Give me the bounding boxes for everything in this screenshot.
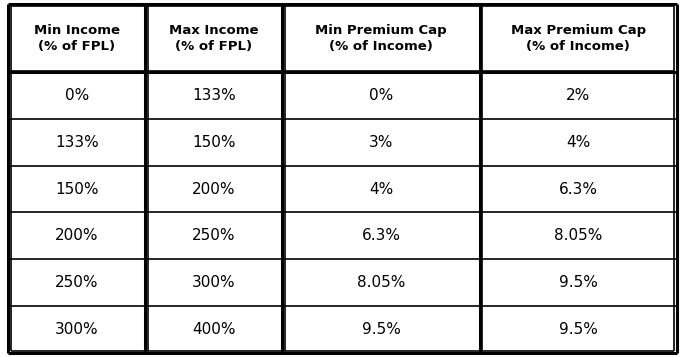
Text: 200%: 200% [192, 182, 236, 197]
Text: 0%: 0% [64, 88, 89, 103]
Text: 133%: 133% [55, 135, 99, 150]
Text: Max Premium Cap
(% of Income): Max Premium Cap (% of Income) [510, 24, 646, 53]
Text: 200%: 200% [55, 228, 99, 243]
Text: 250%: 250% [192, 228, 236, 243]
Text: 6.3%: 6.3% [362, 228, 401, 243]
Text: 2%: 2% [566, 88, 590, 103]
Text: 133%: 133% [192, 88, 236, 103]
Text: 4%: 4% [369, 182, 393, 197]
Text: 150%: 150% [192, 135, 236, 150]
Text: 9.5%: 9.5% [559, 275, 597, 290]
Text: 8.05%: 8.05% [357, 275, 405, 290]
Text: Min Income
(% of FPL): Min Income (% of FPL) [34, 24, 120, 53]
Text: 3%: 3% [369, 135, 393, 150]
Text: 0%: 0% [369, 88, 393, 103]
Text: 150%: 150% [55, 182, 99, 197]
Text: 300%: 300% [55, 322, 99, 337]
Text: Min Premium Cap
(% of Income): Min Premium Cap (% of Income) [315, 24, 447, 53]
Text: 4%: 4% [566, 135, 590, 150]
Text: 6.3%: 6.3% [559, 182, 598, 197]
Text: 9.5%: 9.5% [362, 322, 400, 337]
Text: 400%: 400% [192, 322, 236, 337]
Text: 300%: 300% [192, 275, 236, 290]
Text: Max Income
(% of FPL): Max Income (% of FPL) [169, 24, 258, 53]
Text: 250%: 250% [55, 275, 99, 290]
Text: 9.5%: 9.5% [559, 322, 597, 337]
Text: 8.05%: 8.05% [554, 228, 602, 243]
